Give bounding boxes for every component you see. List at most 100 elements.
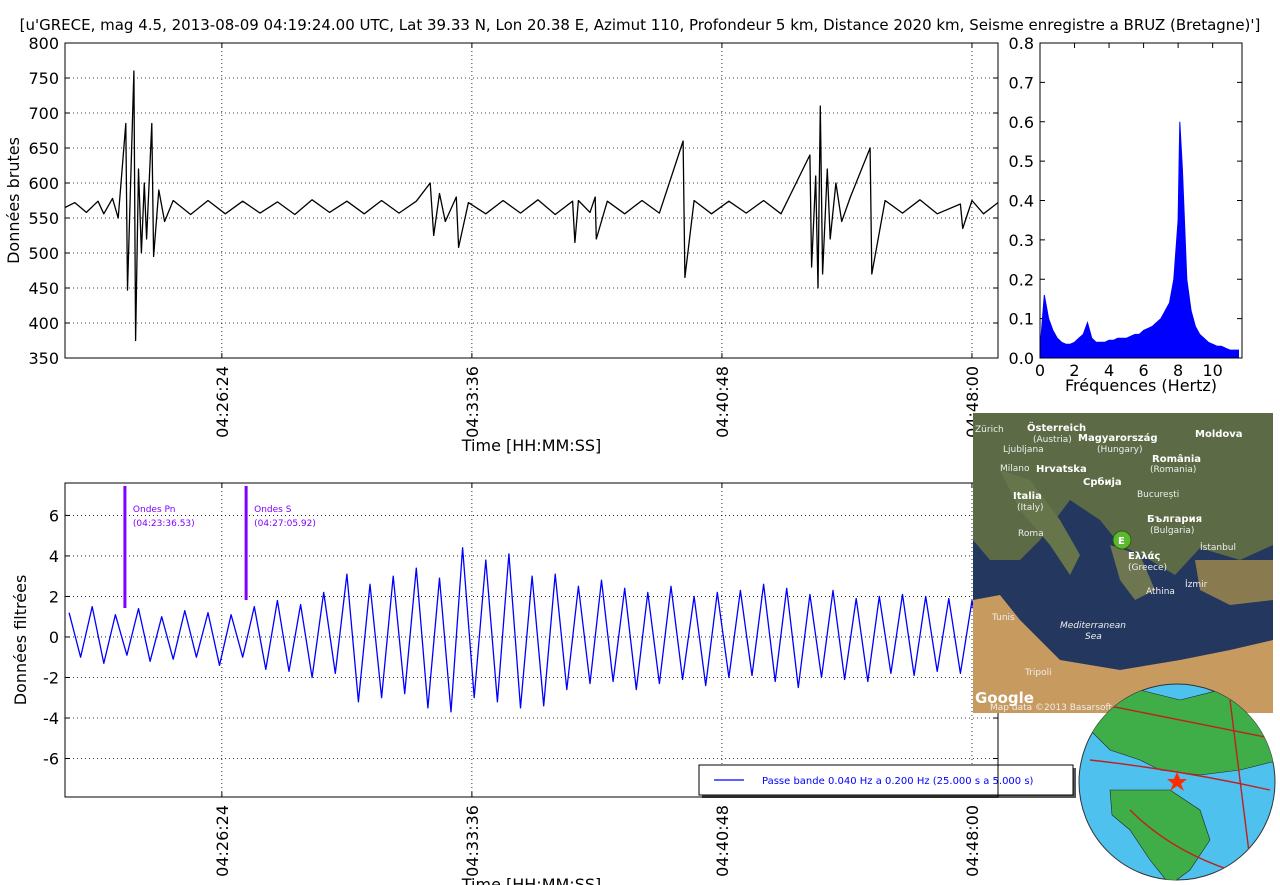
map-label: Hrvatska [1036,464,1087,475]
y-tick-label: 550 [28,209,59,228]
y-tick-label: 0.7 [1009,73,1034,92]
charts: [u'GRECE, mag 4.5, 2013-08-09 04:19:24.0… [4,16,1260,885]
map-label: Tunis [991,613,1015,623]
spectrum-area [1040,121,1239,358]
map-label: București [1137,490,1179,500]
map-label: Google [975,689,1034,707]
x-tick-label: 04:40:48 [713,805,732,877]
y-tick-label: 0 [49,628,59,647]
x-tick-label: 04:48:00 [963,805,982,877]
y-tick-label: 350 [28,349,59,368]
map-label: İzmir [1185,579,1208,590]
y-tick-label: 2 [49,587,59,606]
globe-land [1109,789,1211,880]
chart-title: [u'GRECE, mag 4.5, 2013-08-09 04:19:24.0… [20,16,1261,34]
satellite-map: E Österreich (Austria) Magyarország (Hun… [973,413,1273,713]
x-tick-label: 4 [1104,361,1114,380]
globe [1078,683,1276,881]
chart: 0.0 0.1 0.2 0.3 0.4 0.5 0.6 0.7 0.8 0 2 4 6 8 10Fréque… [1009,34,1243,395]
map-label: (Bulgaria) [1150,526,1194,536]
legend [698,764,1074,796]
map-label: България [1147,514,1202,525]
y-tick-label: 400 [28,314,59,333]
y-tick-label: 750 [28,69,59,88]
y-tick-label: 800 [28,34,59,53]
y-tick-label: 450 [28,279,59,298]
y-tick-label: 0.5 [1009,152,1034,171]
map-africa [973,595,1273,713]
y-tick-label: 4 [49,547,59,566]
x-tick-label: 0 [1035,361,1045,380]
map-marker-label: E [1118,536,1125,547]
map-label: Roma [1018,529,1044,539]
map-label: (Romania) [1150,465,1196,475]
legend-label: Passe bande 0.040 Hz a 0.200 Hz (25.000 … [762,776,1034,787]
y-tick-label: -4 [43,709,59,728]
plot-frame [64,482,999,798]
map-label: Ελλάς [1128,550,1160,562]
x-tick-label: 2 [1069,361,1079,380]
map-label: (Italy) [1017,503,1044,513]
map-label: Map data ©2013 Basarsoft, Google [990,703,1150,713]
map-label: Ljubljana [1003,445,1044,455]
map-label: România [1152,453,1201,465]
trace-line [68,547,996,713]
map-land [973,413,1273,575]
y-tick-label: 500 [28,244,59,263]
map-italy [1000,470,1080,575]
phase-name: Ondes S [254,505,292,515]
x-tick-label: 04:26:24 [213,366,232,438]
map-label: Mediterranean [1060,621,1126,631]
globe-epicenter [1167,772,1187,791]
x-tick-label: 6 [1138,361,1148,380]
y-tick-label: -6 [43,750,59,769]
phase-name: Ondes Pn [133,505,176,515]
y-tick-label: 0.2 [1009,270,1034,289]
trace-line [65,70,998,342]
x-tick-label: 10 [1202,361,1222,380]
x-axis-label: Time [HH:MM:SS] [461,436,602,455]
map-label: Zürich [975,425,1004,435]
map-label: Österreich [1027,420,1086,434]
plot-frame [1039,42,1243,359]
y-tick-label: 0.6 [1009,113,1034,132]
y-tick-label: 0.4 [1009,192,1034,211]
globe-plates [1079,699,1275,871]
phase-time: (04:27:05.92) [254,519,316,529]
x-tick-label: 04:26:24 [213,805,232,877]
y-axis-label: Données brutes [4,137,23,264]
map-label: Milano [1000,464,1030,474]
y-tick-label: -2 [43,668,59,687]
map-label: Magyarország [1078,432,1158,444]
y-tick-label: 6 [49,506,59,525]
map-greece [1110,545,1155,600]
map-marker [1112,530,1132,550]
y-tick-label: 650 [28,139,59,158]
x-tick-label: 04:33:36 [463,805,482,877]
map-label: (Austria) [1033,435,1072,445]
x-axis-label: Fréquences (Hertz) [1065,376,1217,395]
map-label: Italia [1013,491,1042,502]
map-label: (Hungary) [1097,445,1142,455]
chart: -6 -4 -2 0 2 4 6 04:26:24 04:33:36 04:40:48 04:48:… [11,482,1076,885]
map-label: Србија [1083,476,1122,488]
y-tick-label: 700 [28,104,59,123]
phase-time: (04:23:36.53) [133,519,195,529]
y-tick-label: 0.3 [1009,231,1034,250]
x-tick-label: 04:40:48 [713,366,732,438]
y-tick-label: 0.8 [1009,34,1034,53]
map-label: (Greece) [1128,563,1167,573]
map-label: Moldova [1195,429,1243,440]
map-turkey [1195,560,1273,605]
x-tick-label: 8 [1173,361,1183,380]
y-tick-label: 0.0 [1009,349,1034,368]
plot-frame [64,42,999,359]
x-axis-label: Time [HH:MM:SS] [461,875,602,885]
map-label: İstanbul [1200,542,1236,553]
y-tick-label: 600 [28,174,59,193]
map-label: Sea [1085,632,1102,642]
x-tick-label: 04:33:36 [463,366,482,438]
y-axis-label: Données filtrées [11,575,30,706]
chart: [u'GRECE, mag 4.5, 2013-08-09 04:19:24.0… [4,16,1260,455]
